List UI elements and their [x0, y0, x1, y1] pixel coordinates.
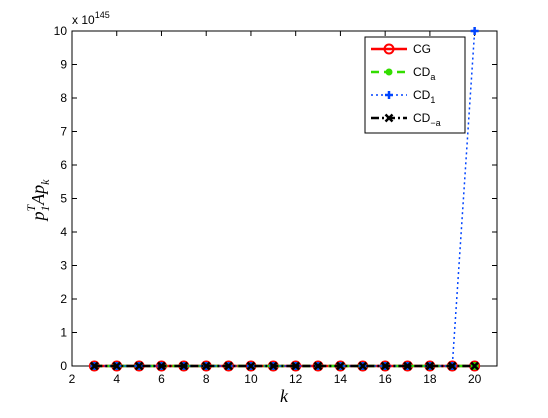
marker [179, 361, 189, 371]
marker [157, 361, 166, 371]
y-tick-label: 3 [60, 259, 67, 273]
ylabel-part: k [38, 179, 52, 185]
marker [380, 361, 390, 371]
y-tick-label: 9 [60, 58, 67, 72]
legend-subscript: −a [430, 118, 440, 128]
marker [403, 361, 412, 371]
y-tick-label: 5 [60, 192, 67, 206]
marker [201, 361, 211, 371]
ylabel-part: Ap [28, 185, 48, 206]
y-tick-label: 4 [60, 225, 67, 239]
marker [425, 361, 435, 371]
legend-name: CD [413, 88, 431, 102]
exponent-power: 145 [95, 10, 110, 20]
legend-marker [385, 91, 393, 99]
x-tick-label: 14 [334, 372, 348, 386]
legend-box [364, 36, 466, 134]
legend-label: CDa [413, 65, 435, 82]
legend-subscript: a [430, 72, 435, 82]
marker [447, 361, 457, 371]
legend-marker [384, 113, 394, 123]
x-tick-label: 16 [378, 372, 392, 386]
ylabel-part: T [24, 204, 38, 212]
y-tick-label: 1 [60, 326, 67, 340]
x-tick-label: 4 [113, 372, 120, 386]
marker [268, 361, 278, 371]
x-tick-label: 8 [203, 372, 210, 386]
legend-label: CD1 [413, 88, 435, 105]
y-tick-label: 6 [60, 158, 67, 172]
legend-label: CG [413, 42, 431, 56]
legend-name: CD [413, 111, 431, 125]
y-tick-label: 10 [54, 24, 68, 38]
exponent-base: x 10 [72, 13, 95, 27]
marker [134, 361, 144, 371]
y-axis-label: p1TApk [24, 179, 52, 223]
y-tick-label: 0 [60, 359, 67, 373]
marker [313, 361, 323, 371]
legend-subscript: 1 [430, 95, 435, 105]
y-exponent: x 10145 [72, 10, 110, 27]
legend-name: CD [413, 65, 431, 79]
ylabel-part: 1 [38, 206, 52, 212]
x-axis-label: k [280, 386, 289, 406]
x-tick-label: 18 [423, 372, 437, 386]
marker [358, 361, 368, 371]
legend-label: CD−a [413, 111, 441, 128]
legend-marker [383, 43, 395, 55]
marker [470, 27, 479, 35]
y-tick-label: 7 [60, 125, 67, 139]
marker [291, 361, 301, 371]
marker [89, 361, 99, 371]
y-tick-label: 8 [60, 91, 67, 105]
x-tick-label: 20 [468, 372, 482, 386]
marker [224, 361, 233, 371]
y-tick-label: 2 [60, 292, 67, 306]
marker [336, 361, 345, 371]
marker [112, 361, 122, 371]
marker [246, 361, 256, 371]
x-tick-label: 12 [289, 372, 303, 386]
x-tick-label: 10 [244, 372, 258, 386]
ylabel-part: p [28, 212, 48, 223]
legend-marker [385, 68, 393, 76]
x-tick-label: 2 [69, 372, 76, 386]
x-tick-label: 6 [158, 372, 165, 386]
marker [470, 361, 480, 371]
legend-name: CG [413, 42, 431, 56]
